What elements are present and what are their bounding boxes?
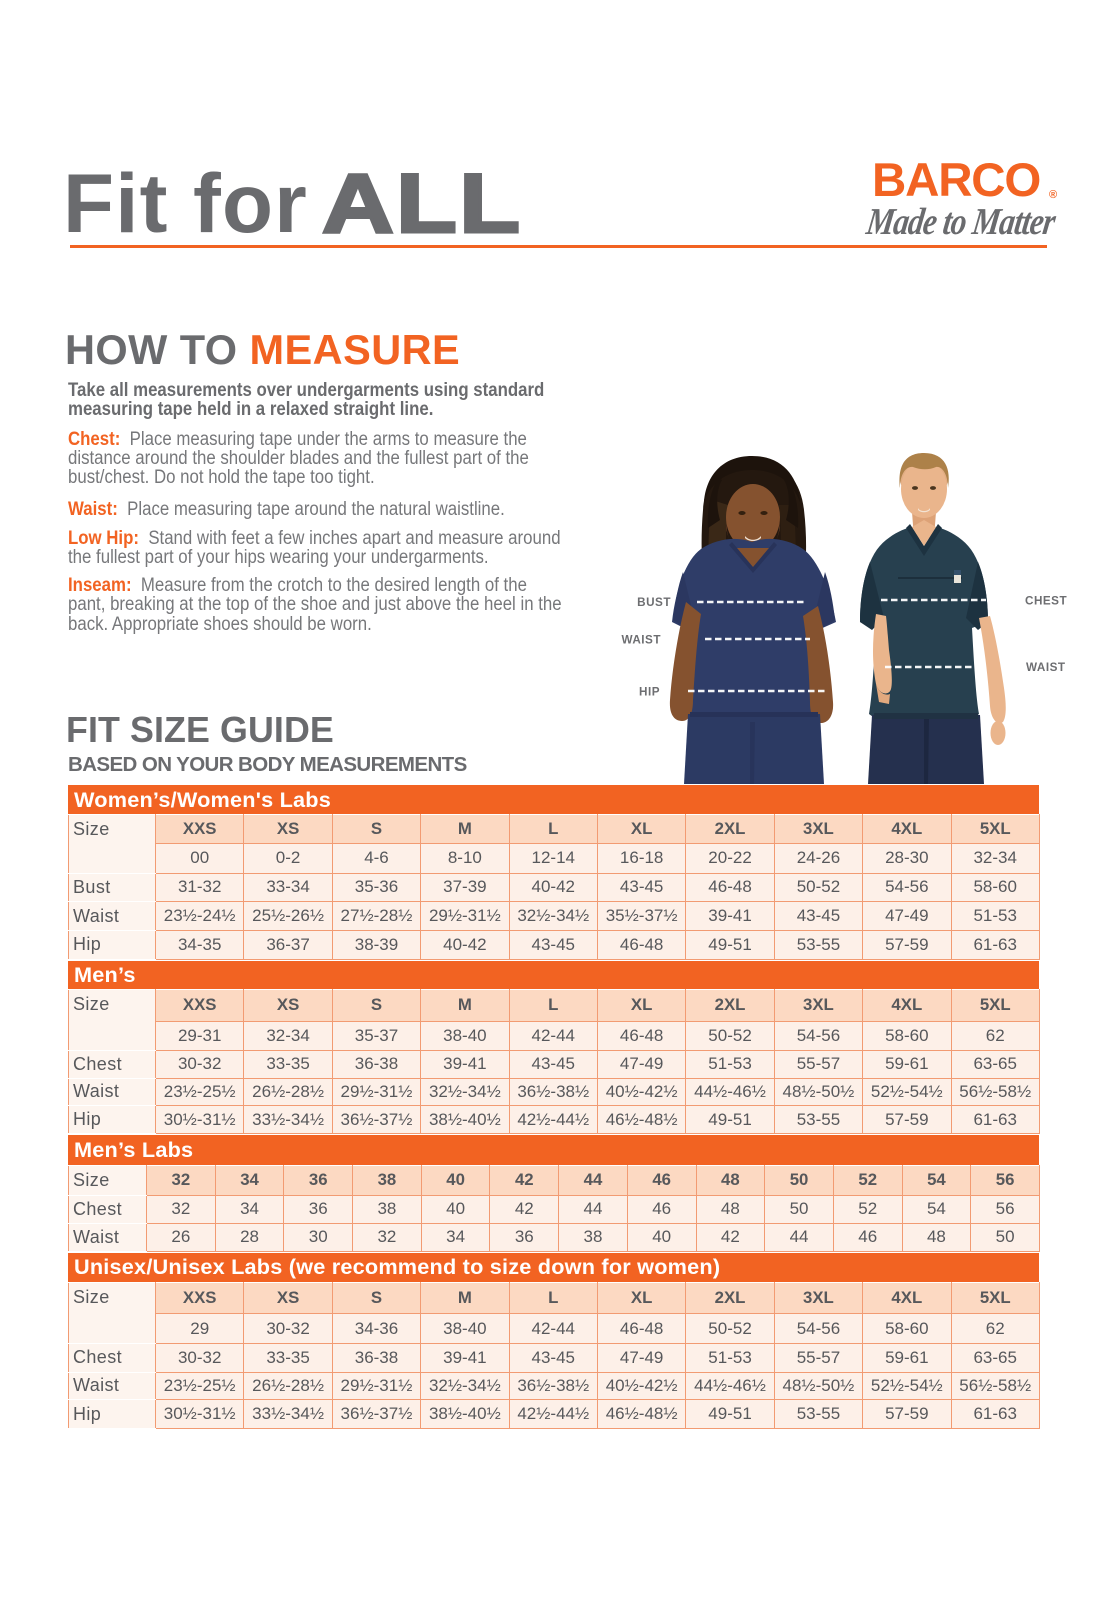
svg-text:WAIST: WAIST [621,634,661,647]
svg-text:WAIST: WAIST [1026,661,1066,674]
svg-text:BUST: BUST [637,596,671,609]
svg-text:HIP: HIP [639,686,660,699]
svg-text:CHEST: CHEST [1025,595,1067,608]
